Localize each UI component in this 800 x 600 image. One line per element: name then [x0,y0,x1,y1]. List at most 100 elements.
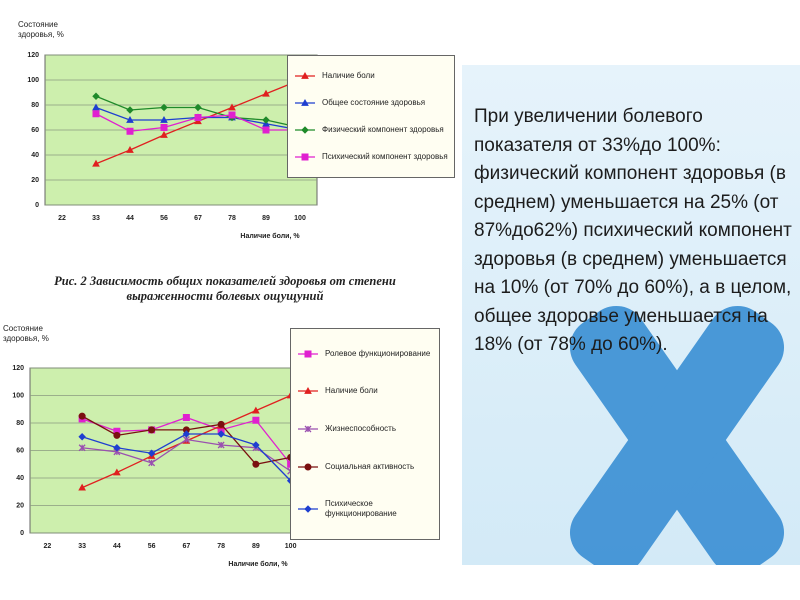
marker [113,444,121,452]
x-tick-label: 67 [194,215,202,222]
marker [126,106,134,114]
y-tick-label: 20 [31,177,39,184]
marker [262,89,270,97]
y-tick-label: 0 [20,530,24,537]
marker [78,483,86,491]
marker [160,130,168,138]
marker [301,153,309,161]
legend-label: Ролевое функционирование [325,348,431,358]
marker [148,426,156,434]
legend-icon [295,98,315,106]
legend-label: Наличие боли [322,70,375,80]
marker [252,460,260,468]
marker [252,406,260,414]
x-tick-label: 100 [285,543,297,550]
text-panel: При увеличении болевого показателя от 33… [462,65,800,565]
legend-label: Социальная активность [325,461,415,471]
marker [92,103,100,111]
chart: 0 20 40 60 80 100 120 22 33 44 56 67 78 89 100 Наличие … [0,320,460,580]
x-decoration [569,305,785,565]
marker [217,441,225,449]
x-tick-label: 44 [126,215,134,222]
marker [301,98,309,106]
legend-label: Наличие боли [325,386,378,396]
y-tick-label: 40 [31,152,39,159]
x-tick-label: 89 [262,215,270,222]
legend-entry: Наличие боли [294,71,448,81]
marker [228,111,236,119]
y-tick-label: 120 [12,365,24,372]
marker [160,115,168,123]
legend-icon [298,350,318,358]
marker [126,127,134,135]
legend-entry: Социальная активность [297,462,433,472]
legend-label: Физический компонент здоровья [322,125,444,135]
marker [262,116,270,124]
marker [194,114,202,121]
y-tick-label: 80 [31,102,39,109]
slide-text: При увеличении болевого показателя от 33… [474,106,792,355]
marker [304,387,312,395]
marker [252,441,260,449]
marker [148,459,156,467]
x-tick-label: 78 [228,215,236,222]
legend-label: Психическое функционирование [325,499,397,519]
y-tick-label: 100 [12,392,24,399]
y-tick-label: 80 [16,420,24,427]
marker [301,71,309,79]
y-tick-label: 60 [31,127,39,134]
marker [160,124,168,131]
x-tick-label: 56 [160,215,168,222]
x-tick-label: 56 [148,543,156,550]
marker [262,126,270,134]
y-tick-label: 0 [35,202,39,209]
legend-entry: Психическое функционирование [297,499,433,519]
legend-icon [298,425,318,433]
x-tick-label: 33 [78,543,86,550]
x-tick-label: 22 [58,215,66,222]
legend-icon [295,126,315,134]
legend: Наличие боли Общее состояние здоровья Физи… [287,55,455,178]
marker [160,103,168,112]
marker [252,416,260,424]
marker [304,463,312,471]
marker [126,145,134,153]
plot: 0 20 40 60 80 100 120 22 33 44 56 67 78 89 100 Наличие … [12,365,309,568]
chart: 0 20 40 60 80 100 120 22 33 44 56 67 78 89 100 Наличие … [0,0,460,260]
marker [113,468,121,476]
x-tick-label: 100 [294,215,306,222]
legend-entry: Наличие боли [297,386,433,396]
x-tick-label: 89 [252,543,260,550]
marker [92,110,100,118]
marker [304,350,312,358]
x-axis-label: Наличие боли, % [228,560,288,568]
plot: 0 20 40 60 80 100 120 22 33 44 56 67 78 89 100 Наличие … [27,52,318,240]
legend-entry: Физический компонент здоровья [294,125,448,135]
y-tick-label: 60 [16,447,24,454]
marker [194,103,202,112]
y-axis-label: Состояние здоровья, % [3,324,49,343]
x-tick-label: 22 [43,543,51,550]
y-tick-label: 40 [16,475,24,482]
legend-icon [295,153,315,161]
figure-caption: Рис. 2 Зависимость общих показателей здо… [54,274,396,303]
x-tick-label: 78 [217,543,225,550]
marker [147,449,156,457]
x-axis-label: Наличие боли, % [240,232,300,240]
x-tick-label: 67 [182,543,190,550]
legend-label: Жизнеспособность [325,423,396,433]
marker [217,420,225,428]
y-tick-label: 100 [27,77,39,84]
marker [92,159,100,167]
legend-label: Психический компонент здоровья [322,152,448,162]
legend: Ролевое функционирование Наличие боли Жизн… [290,328,440,540]
legend-label: Общее состояние здоровья [322,97,426,107]
marker [182,430,191,438]
y-tick-label: 20 [16,502,24,509]
legend-entry: Общее состояние здоровья [294,98,448,108]
legend-icon [295,71,315,79]
marker [78,444,86,452]
marker [182,414,190,421]
marker [126,115,134,123]
